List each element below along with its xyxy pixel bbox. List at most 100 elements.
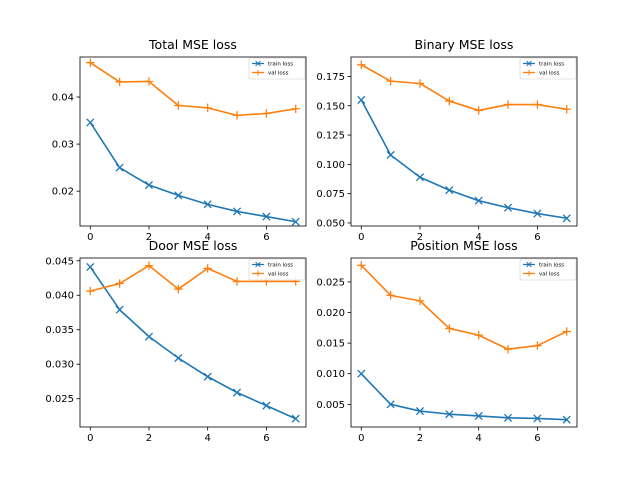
data-point (144, 180, 154, 190)
y-tick-label: 0.025 (316, 277, 345, 288)
y-tick-label: 0.125 (316, 131, 345, 142)
data-point (357, 60, 366, 69)
data-point (174, 353, 183, 363)
legend-label: val loss (539, 272, 560, 278)
data-point (262, 401, 271, 410)
data-point (386, 76, 395, 86)
legend: train loss val loss (519, 57, 577, 80)
data-point (415, 407, 425, 416)
series-line-train-loss (89, 266, 297, 420)
data-point (357, 261, 366, 270)
data-point (503, 413, 513, 422)
y-tick-label: 0.040 (45, 291, 74, 302)
data-point (445, 410, 454, 419)
legend-swatch-marker (255, 261, 261, 268)
y-tick-label: 0.025 (45, 394, 74, 405)
y-tick-label: 0.030 (45, 360, 74, 371)
data-point (533, 414, 542, 423)
data-point (174, 191, 183, 200)
legend: train loss val loss (248, 57, 306, 80)
x-tick-label: 4 (475, 232, 481, 243)
x-tick-label: 0 (358, 232, 364, 243)
x-tick-label: 4 (475, 433, 481, 444)
axes-frame (79, 56, 307, 227)
y-tick-label: 0.150 (316, 101, 345, 112)
legend-label: val loss (268, 71, 289, 77)
axes-frame (350, 257, 578, 428)
subplot-1: Total MSE loss 0 2 4 6 0.02 0.03 0.04 train loss… (52, 37, 307, 243)
data-point (144, 77, 154, 86)
legend-swatch-marker (255, 270, 261, 277)
y-tick-label: 0.015 (316, 339, 345, 350)
data-point (115, 77, 124, 87)
data-point (86, 262, 95, 272)
data-point (115, 305, 124, 314)
subplot-3: Door MSE loss 0 2 4 6 0.025 0.030 0.035 0.040 0.0… (45, 238, 307, 444)
legend-label: train loss (539, 62, 564, 68)
data-point (445, 324, 454, 333)
series-line-val-loss (360, 64, 567, 112)
data-point (144, 261, 154, 270)
data-point (174, 101, 183, 110)
x-tick-label: 6 (263, 232, 269, 243)
data-point (562, 105, 571, 114)
legend-swatch-marker (526, 261, 532, 268)
x-tick-label: 0 (358, 433, 364, 444)
legend: train loss val loss (248, 258, 306, 281)
data-point (291, 104, 300, 113)
data-point (562, 415, 571, 424)
x-tick-label: 0 (87, 232, 93, 243)
y-tick-label: 0.175 (316, 72, 345, 83)
data-point (262, 212, 271, 221)
x-tick-label: 2 (146, 232, 152, 243)
data-point (115, 279, 124, 288)
subplot-2: Binary MSE loss 0 2 4 6 0.050 0.075 0.100 0.125 0… (316, 37, 578, 243)
data-point (415, 79, 425, 88)
series-line-train-loss (89, 121, 296, 223)
legend: train loss val loss (519, 258, 577, 281)
x-tick-label: 4 (204, 433, 210, 444)
y-tick-label: 0.02 (52, 187, 74, 198)
y-tick-label: 0.020 (316, 308, 345, 319)
series-line-val-loss (90, 264, 296, 292)
x-tick-label: 2 (417, 232, 423, 243)
data-point (203, 372, 212, 381)
data-point (174, 284, 183, 294)
x-tick-label: 6 (534, 433, 540, 444)
data-point (357, 95, 366, 104)
data-point (386, 150, 395, 160)
data-point (474, 330, 483, 340)
series-line-train-loss (360, 99, 567, 220)
legend-swatch-marker (526, 69, 532, 76)
data-point (291, 414, 300, 423)
data-point (386, 291, 395, 300)
data-point (533, 100, 542, 109)
axes-frame (350, 56, 578, 227)
legend-swatch-marker (526, 270, 532, 277)
data-point (386, 400, 395, 409)
data-point (232, 277, 242, 286)
data-point (86, 118, 95, 127)
chart-title: Binary MSE loss (415, 37, 514, 52)
data-point (533, 341, 542, 350)
data-point (533, 209, 542, 218)
data-point (262, 109, 271, 118)
data-point (86, 286, 95, 296)
data-point (562, 214, 571, 223)
x-tick-label: 4 (204, 232, 210, 243)
data-point (203, 200, 212, 209)
legend-label: train loss (268, 263, 293, 269)
y-tick-label: 0.035 (45, 325, 74, 336)
data-point (357, 369, 366, 378)
axes-frame (79, 257, 307, 428)
data-point (86, 58, 95, 67)
chart-title: Door MSE loss (149, 238, 238, 253)
data-point (474, 411, 483, 421)
data-point (203, 264, 212, 273)
data-point (562, 327, 571, 336)
data-point (474, 196, 483, 205)
y-tick-label: 0.050 (316, 218, 345, 229)
data-point (503, 345, 513, 354)
